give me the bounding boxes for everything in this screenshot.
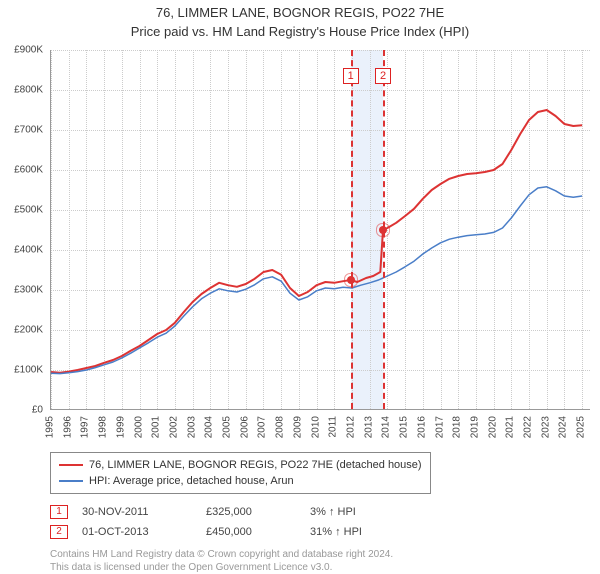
x-tick-label: 2014	[381, 416, 392, 438]
x-tick-label: 2008	[275, 416, 286, 438]
legend-box: 76, LIMMER LANE, BOGNOR REGIS, PO22 7HE …	[50, 452, 431, 494]
x-tick-label: 1995	[45, 416, 56, 438]
y-tick-label: £200K	[14, 325, 43, 336]
chart-plot-area: 12	[50, 50, 590, 410]
x-tick-label: 2009	[292, 416, 303, 438]
annotation-badge: 1	[343, 68, 359, 84]
tx-date: 30-NOV-2011	[82, 506, 192, 518]
y-tick-label: £700K	[14, 125, 43, 136]
x-tick-label: 2025	[576, 416, 587, 438]
chart-title-line1: 76, LIMMER LANE, BOGNOR REGIS, PO22 7HE	[0, 5, 600, 20]
tx-price: £325,000	[206, 506, 296, 518]
chart-lines-svg	[51, 50, 590, 409]
x-tick-label: 2013	[363, 416, 374, 438]
x-tick-label: 2017	[434, 416, 445, 438]
transactions-table: 1 30-NOV-2011 £325,000 3% ↑ HPI 2 01-OCT…	[50, 502, 590, 542]
tx-price: £450,000	[206, 526, 296, 538]
x-tick-label: 2005	[222, 416, 233, 438]
y-tick-label: £800K	[14, 85, 43, 96]
x-tick-label: 2018	[452, 416, 463, 438]
price-marker	[347, 276, 355, 284]
y-tick-label: £500K	[14, 205, 43, 216]
x-tick-label: 2006	[239, 416, 250, 438]
tx-index-badge: 1	[50, 505, 68, 519]
y-tick-label: £100K	[14, 365, 43, 376]
y-tick-label: £600K	[14, 165, 43, 176]
x-tick-label: 2000	[133, 416, 144, 438]
x-tick-label: 2016	[416, 416, 427, 438]
x-tick-label: 1997	[80, 416, 91, 438]
tx-pct: 3% ↑ HPI	[310, 506, 400, 518]
annotation-badge: 2	[375, 68, 391, 84]
footer-text: Contains HM Land Registry data © Crown c…	[50, 548, 590, 574]
x-tick-label: 2021	[505, 416, 516, 438]
series-line	[51, 110, 582, 373]
tx-pct: 31% ↑ HPI	[310, 526, 400, 538]
x-tick-label: 2011	[328, 416, 339, 438]
x-tick-label: 2003	[186, 416, 197, 438]
y-tick-label: £900K	[14, 45, 43, 56]
x-tick-label: 2007	[257, 416, 268, 438]
series-line	[51, 187, 582, 374]
table-row: 1 30-NOV-2011 £325,000 3% ↑ HPI	[50, 502, 590, 522]
y-tick-label: £0	[32, 405, 43, 416]
x-tick-label: 2023	[540, 416, 551, 438]
footer-line1: Contains HM Land Registry data © Crown c…	[50, 548, 590, 561]
x-tick-label: 2001	[151, 416, 162, 438]
x-tick-label: 2010	[310, 416, 321, 438]
legend-label: 76, LIMMER LANE, BOGNOR REGIS, PO22 7HE …	[89, 457, 422, 473]
x-tick-label: 1996	[62, 416, 73, 438]
legend-swatch	[59, 480, 83, 482]
x-tick-label: 2002	[168, 416, 179, 438]
x-tick-label: 1998	[98, 416, 109, 438]
y-tick-label: £300K	[14, 285, 43, 296]
x-tick-label: 2022	[523, 416, 534, 438]
x-tick-label: 1999	[115, 416, 126, 438]
x-tick-label: 2015	[399, 416, 410, 438]
x-tick-label: 2019	[469, 416, 480, 438]
x-tick-label: 2020	[487, 416, 498, 438]
table-row: 2 01-OCT-2013 £450,000 31% ↑ HPI	[50, 522, 590, 542]
annotation-line	[351, 50, 353, 409]
footer-line2: This data is licensed under the Open Gov…	[50, 561, 590, 574]
legend-item: HPI: Average price, detached house, Arun	[59, 473, 422, 489]
x-tick-label: 2004	[204, 416, 215, 438]
price-marker	[379, 226, 387, 234]
tx-date: 01-OCT-2013	[82, 526, 192, 538]
legend-label: HPI: Average price, detached house, Arun	[89, 473, 294, 489]
legend-item: 76, LIMMER LANE, BOGNOR REGIS, PO22 7HE …	[59, 457, 422, 473]
x-tick-label: 2024	[558, 416, 569, 438]
chart-title-line2: Price paid vs. HM Land Registry's House …	[0, 24, 600, 39]
y-axis-labels: £0£100K£200K£300K£400K£500K£600K£700K£80…	[0, 50, 48, 410]
tx-index-badge: 2	[50, 525, 68, 539]
y-tick-label: £400K	[14, 245, 43, 256]
legend-and-footer: 76, LIMMER LANE, BOGNOR REGIS, PO22 7HE …	[50, 452, 590, 574]
x-axis-labels: 1995199619971998199920002001200220032004…	[50, 416, 590, 456]
x-tick-label: 2012	[345, 416, 356, 438]
legend-swatch	[59, 464, 83, 466]
